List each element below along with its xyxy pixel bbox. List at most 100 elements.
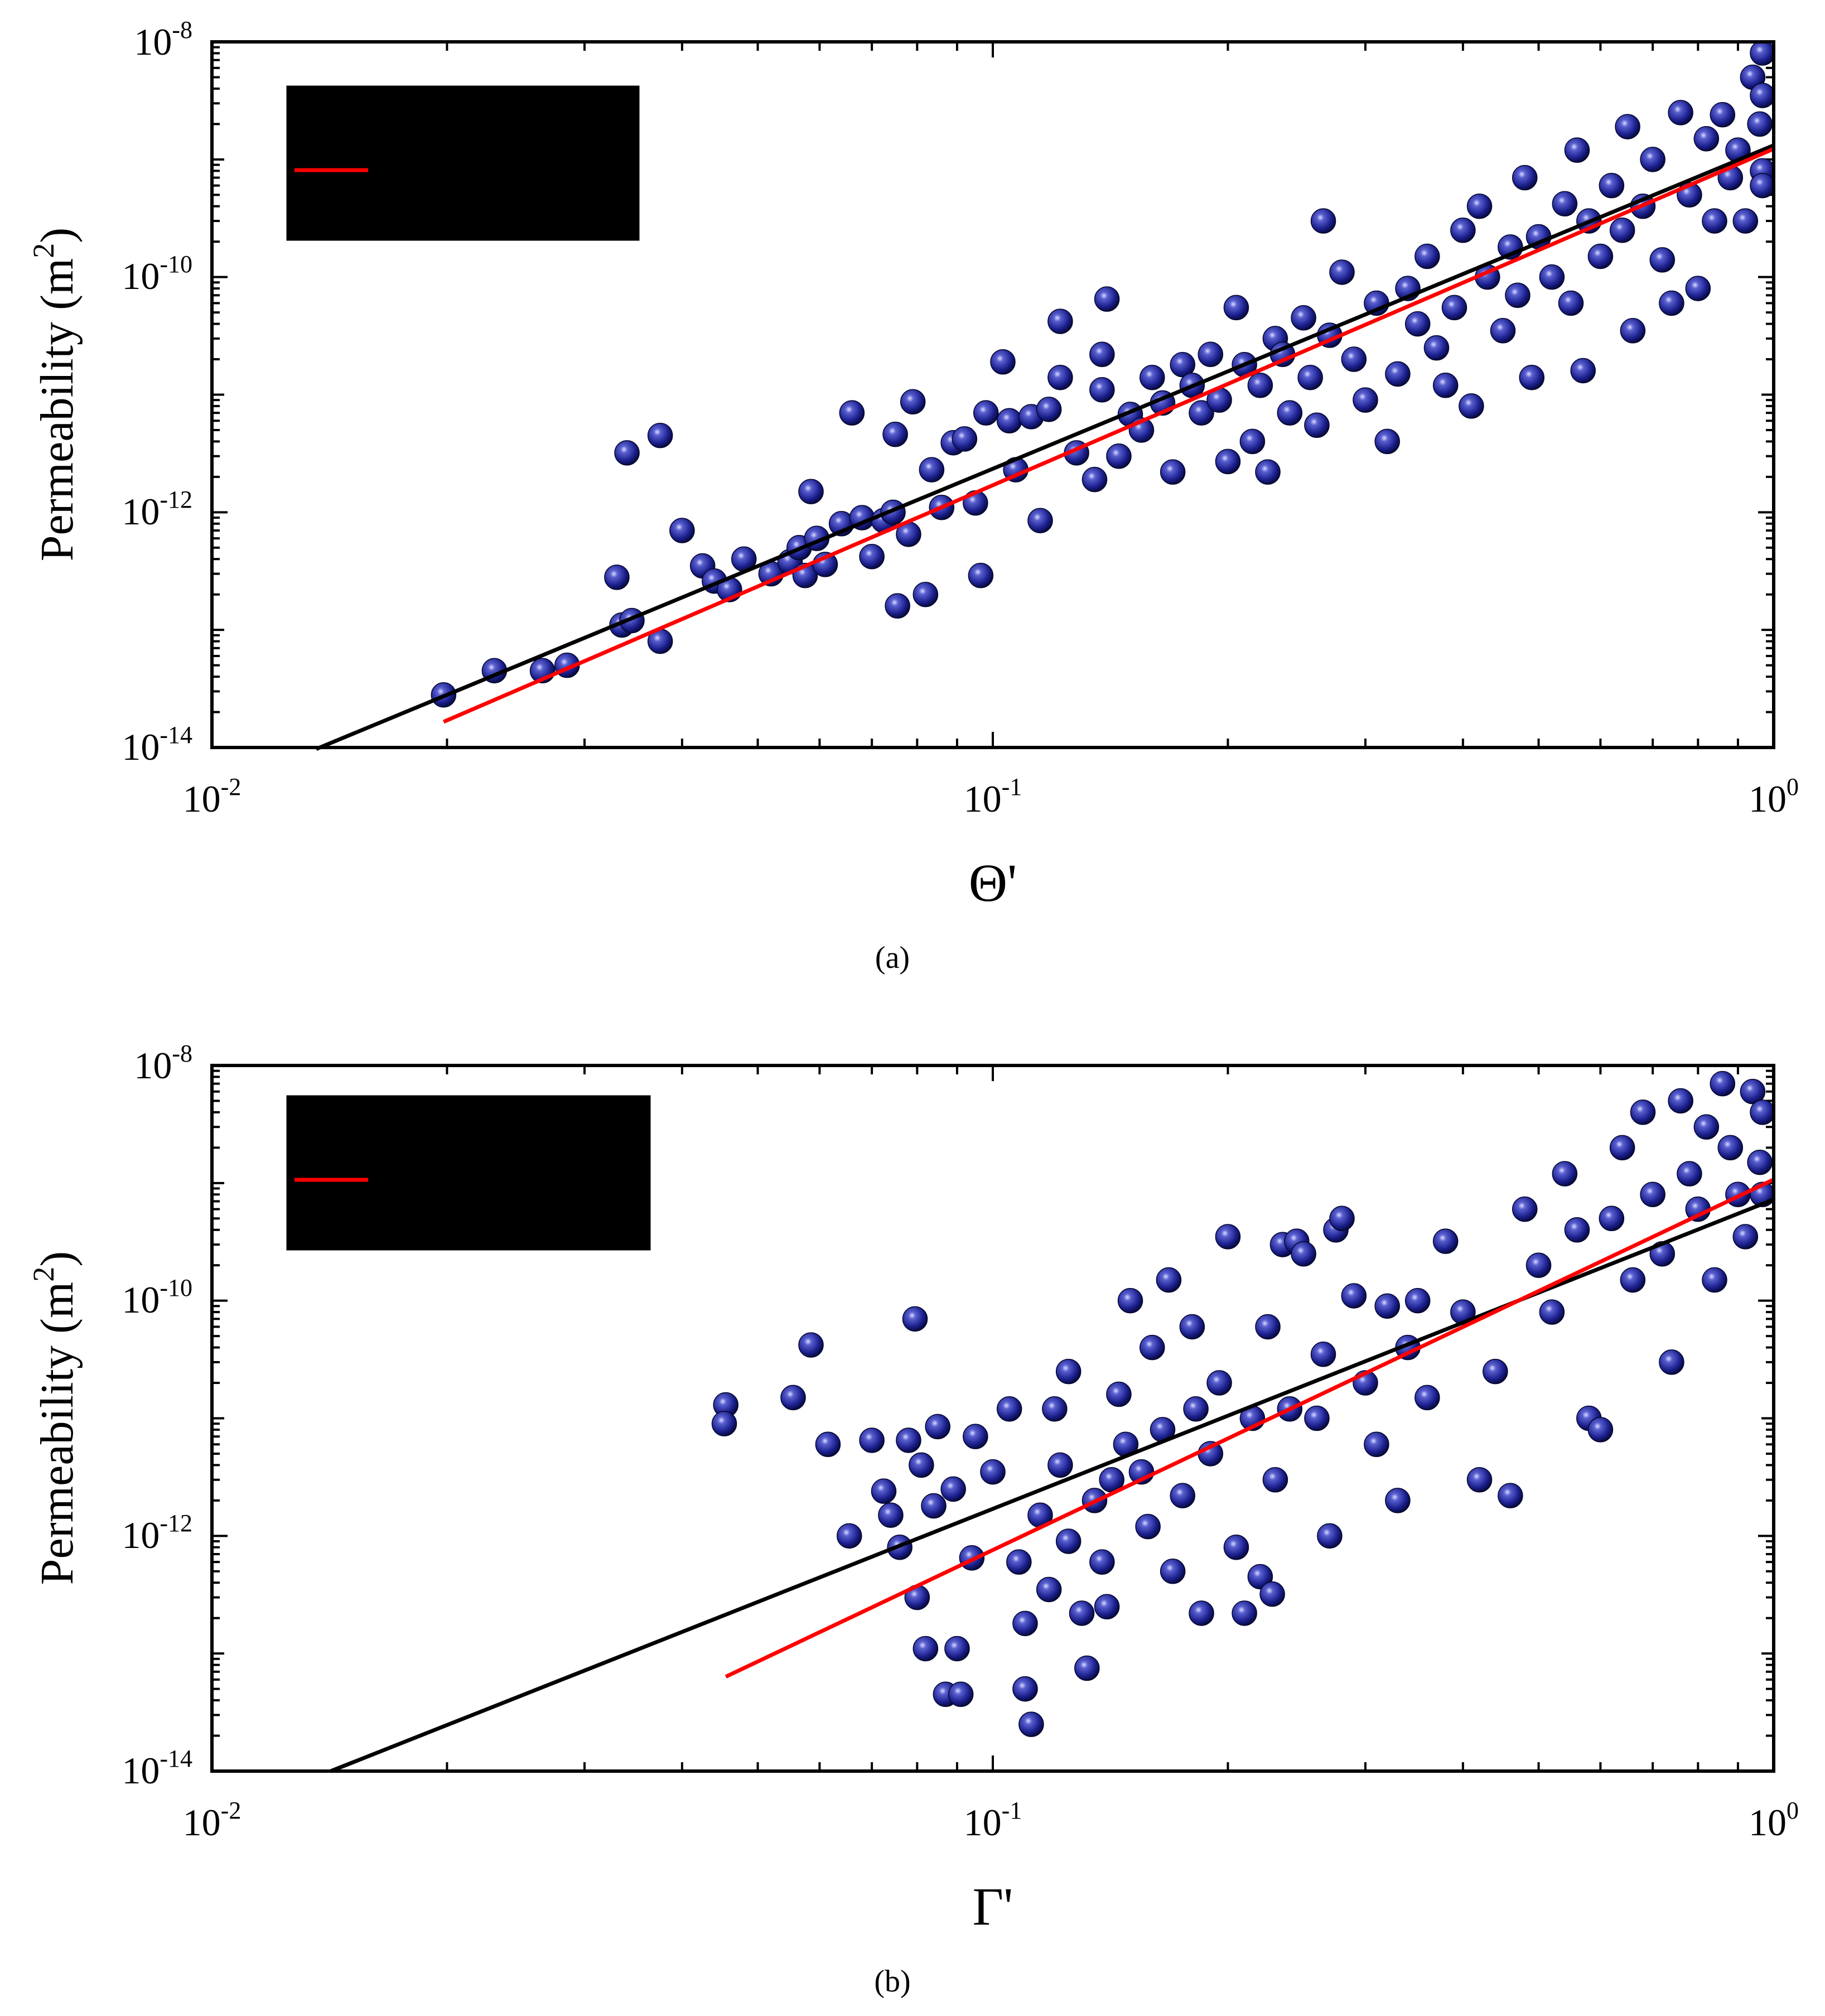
panel-a-data-point bbox=[1374, 428, 1400, 455]
panel-a-data-point bbox=[1552, 191, 1578, 217]
panel-b-data-point bbox=[921, 1493, 947, 1519]
panel-b-ytick-1e-8: 10-8 bbox=[134, 1040, 192, 1087]
panel-a-data-point bbox=[1277, 400, 1303, 426]
panel-a-data-point bbox=[973, 400, 999, 426]
panel-a-data-point bbox=[1047, 364, 1073, 390]
panel-b-data-point bbox=[1183, 1396, 1209, 1422]
panel-a-data-point bbox=[1297, 364, 1323, 390]
panel-b-data-point bbox=[1206, 1370, 1232, 1396]
panel-b-data-point bbox=[1012, 1610, 1038, 1637]
panel-b-data-point bbox=[948, 1681, 974, 1708]
panel-b-data-point bbox=[902, 1306, 928, 1332]
panel-a-data-point bbox=[1304, 412, 1330, 438]
panel-b-data-point bbox=[1117, 1287, 1143, 1314]
panel-b-y-axis-title: Permeability (m2) bbox=[27, 1251, 83, 1585]
panel-b-y-tick-labels: 10-14 10-12 10-10 10-8 bbox=[122, 1040, 192, 1792]
panel-b-data-point bbox=[1693, 1114, 1720, 1140]
panel-a-data-point bbox=[1750, 83, 1775, 108]
panel-a-data-point bbox=[900, 389, 926, 415]
panel-b-data-point bbox=[1466, 1467, 1493, 1493]
panel-b-data-point bbox=[925, 1414, 950, 1440]
panel-a-data-point bbox=[1710, 102, 1736, 128]
panel-b-data-point bbox=[1587, 1417, 1614, 1443]
panel-a-data-point bbox=[1341, 346, 1367, 372]
panel-a-data-point bbox=[1160, 459, 1186, 485]
panel-a-data-point bbox=[882, 421, 908, 447]
panel-a-data-point bbox=[1027, 508, 1053, 533]
panel-b-data-point bbox=[1089, 1549, 1115, 1575]
panel-b-data-point bbox=[1677, 1161, 1702, 1187]
panel-b-xtick-1e0: 100 bbox=[1749, 1797, 1799, 1844]
panel-a-data-point bbox=[1036, 397, 1062, 422]
panel-a-data-point bbox=[1512, 165, 1538, 191]
panel-b-data-point bbox=[1385, 1488, 1411, 1513]
panel-b-data-point bbox=[1747, 1149, 1773, 1175]
panel-a-data-point bbox=[1432, 373, 1459, 398]
panel-a-data-point bbox=[1685, 276, 1711, 301]
panel-b-data-point bbox=[1247, 1564, 1273, 1590]
panel-b-data-point bbox=[1232, 1600, 1257, 1626]
panel-a-data-point bbox=[1659, 290, 1684, 316]
panel-b-data-point bbox=[1374, 1293, 1400, 1319]
panel-b-data-point bbox=[1223, 1535, 1249, 1560]
panel-b-data-point bbox=[963, 1424, 988, 1449]
panel-b-data-point bbox=[1140, 1334, 1165, 1361]
panel-a-fit-line-black bbox=[315, 143, 1775, 751]
panel-a-data-point bbox=[1189, 400, 1214, 426]
panel-a-y-axis-title: Permeability (m2) bbox=[27, 228, 83, 562]
panel-a-legend-r2: R2 = 0.87 bbox=[372, 197, 481, 233]
panel-b-data-point bbox=[1498, 1483, 1523, 1508]
panel-b-data-point bbox=[1055, 1528, 1082, 1554]
panel-b-legend-box bbox=[286, 1095, 651, 1251]
panel-b-data-point bbox=[1640, 1181, 1665, 1208]
panel-a-data-point bbox=[1082, 466, 1108, 493]
panel-a-data-point bbox=[1170, 351, 1196, 378]
panel-a-data-point bbox=[990, 349, 1016, 375]
panel-a-data-point bbox=[1640, 147, 1665, 172]
panel-b-data-point bbox=[1341, 1283, 1367, 1309]
panel-a-data-point bbox=[669, 518, 695, 543]
panel-b-data-point bbox=[1539, 1299, 1565, 1325]
panel-a-x-tick-labels: 10-2 10-1 100 bbox=[183, 773, 1799, 820]
panel-b-x-axis-title: Γ' bbox=[973, 1877, 1013, 1936]
panel-b-data-point bbox=[1525, 1252, 1552, 1278]
panel-b-data-point bbox=[1189, 1600, 1214, 1626]
panel-a-data-point bbox=[1668, 100, 1693, 126]
panel-b-data-point bbox=[1702, 1267, 1727, 1293]
panel-a-data-point bbox=[913, 581, 939, 607]
panel-b-data-point bbox=[1512, 1196, 1538, 1222]
panel-b-data-point bbox=[1135, 1513, 1161, 1540]
panel-a-data-point bbox=[1466, 193, 1493, 219]
panel-b-xtick-1e-1: 10-1 bbox=[964, 1797, 1022, 1844]
panel-a-data-point bbox=[1649, 247, 1676, 273]
panel-b-data-point bbox=[836, 1523, 862, 1549]
panel-b-legend-r2: R2 = 0.72 bbox=[372, 1207, 481, 1242]
panel-b-x-tick-labels: 10-2 10-1 100 bbox=[183, 1797, 1799, 1844]
panel-b-ytick-1e-10: 10-10 bbox=[122, 1274, 192, 1321]
panel-b-data-point bbox=[1710, 1070, 1736, 1097]
panel-b-data-point bbox=[1036, 1576, 1062, 1603]
panel-a-data-point bbox=[1702, 208, 1727, 234]
panel-b-data-point bbox=[1291, 1241, 1316, 1267]
panel-b-data-point bbox=[1414, 1385, 1440, 1411]
panel-a-xtick-1e0: 100 bbox=[1749, 773, 1799, 820]
panel-b-data-point bbox=[711, 1411, 737, 1436]
panel-b-data-point bbox=[859, 1427, 885, 1453]
panel-b-data-point bbox=[1630, 1099, 1656, 1125]
panel-b-data-point bbox=[896, 1427, 921, 1453]
panel-b-caption: (b) bbox=[874, 1964, 910, 1999]
panel-b-data-point bbox=[1317, 1523, 1343, 1549]
panel-a-data-point bbox=[1198, 341, 1224, 368]
panel-b-data-point bbox=[1156, 1267, 1182, 1293]
panel-a-data-point bbox=[1215, 448, 1241, 475]
panel-b-data-point bbox=[1659, 1349, 1684, 1375]
panel-b-data-point bbox=[1432, 1228, 1459, 1254]
panel-a-y-tick-labels: 10-14 10-12 10-10 10-8 bbox=[122, 16, 192, 768]
panel-a-data-point bbox=[885, 593, 910, 619]
panel-b-data-point bbox=[1740, 1079, 1766, 1105]
panel-b-data-point bbox=[1552, 1161, 1578, 1187]
panel-a-data-point bbox=[1693, 126, 1720, 152]
panel-b-data-point bbox=[980, 1459, 1006, 1485]
panel-b-data-point bbox=[1750, 1099, 1775, 1125]
